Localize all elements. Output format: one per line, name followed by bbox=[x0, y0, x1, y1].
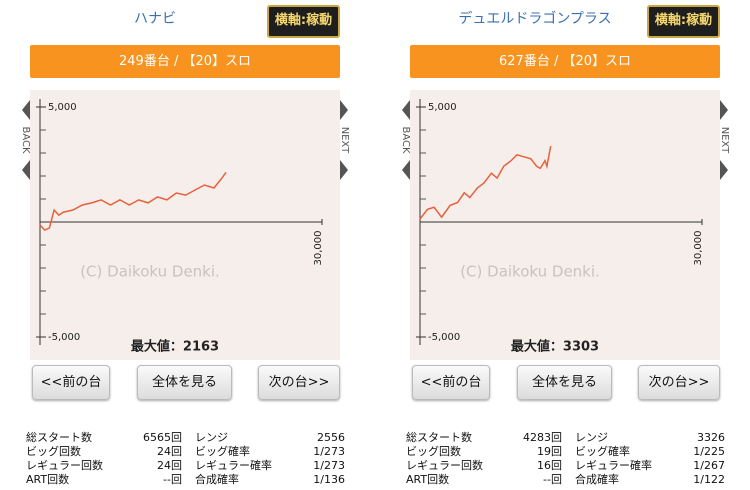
next-arrow bbox=[340, 100, 348, 120]
max-value: 最大値：3303 bbox=[511, 339, 599, 355]
chart: BACK NEXT (C) Daikoku Denki. 5,000 -5,000 30,… bbox=[20, 90, 350, 360]
nav-button[interactable]: 全体を見る bbox=[137, 365, 232, 400]
stat-label: レギュラー確率 bbox=[195, 459, 272, 472]
stat-label: ART回数 bbox=[26, 473, 70, 486]
stat-label: 合成確率 bbox=[575, 473, 619, 486]
next-arrow bbox=[720, 160, 728, 180]
stat-value: 1/136 bbox=[313, 473, 345, 486]
nav-button[interactable]: 全体を見る bbox=[517, 365, 612, 400]
stat-value: --回 bbox=[163, 473, 182, 486]
back-arrow bbox=[22, 160, 30, 180]
nav-button[interactable]: 次の台>> bbox=[638, 365, 720, 400]
next-label: NEXT bbox=[719, 127, 730, 154]
nav-button[interactable]: <<前の台 bbox=[32, 365, 110, 400]
back-arrow bbox=[22, 100, 30, 120]
stat-label: レンジ bbox=[575, 431, 608, 444]
stat-value: 19回 bbox=[537, 445, 562, 458]
back-label: BACK bbox=[400, 126, 411, 154]
x-tick-label: 30,000 bbox=[313, 231, 324, 266]
stat-label: ART回数 bbox=[406, 473, 450, 486]
stat-label: ビッグ回数 bbox=[406, 445, 461, 458]
stat-label: ビッグ回数 bbox=[26, 445, 81, 458]
data-line bbox=[419, 145, 552, 220]
stat-value: --回 bbox=[543, 473, 562, 486]
stat-label: ビッグ確率 bbox=[195, 445, 250, 458]
axis-mode-button[interactable]: 横軸:稼動 bbox=[647, 5, 720, 38]
stat-value: 24回 bbox=[157, 445, 182, 458]
y-tick-label: -5,000 bbox=[48, 332, 80, 343]
y-tick-label: 5,000 bbox=[48, 102, 77, 113]
x-tick-label: 30,000 bbox=[693, 231, 704, 266]
stat-value: 1/273 bbox=[313, 445, 345, 458]
y-tick-label: -5,000 bbox=[428, 332, 460, 343]
stat-label: レギュラー回数 bbox=[406, 459, 483, 472]
back-arrow bbox=[402, 160, 410, 180]
page-title: デュエルドラゴンプラス bbox=[458, 11, 612, 27]
page-title: ハナビ bbox=[134, 11, 176, 27]
stat-value: 16回 bbox=[537, 459, 562, 472]
stat-label: レギュラー確率 bbox=[575, 459, 652, 472]
stat-label: レギュラー回数 bbox=[26, 459, 103, 472]
chart: BACK NEXT (C) Daikoku Denki. 5,000 -5,000 30,… bbox=[400, 90, 730, 360]
chart-background bbox=[410, 90, 720, 360]
stat-value: 4283回 bbox=[523, 431, 562, 444]
machine-bar: 249番台 / 【20】スロ bbox=[30, 45, 340, 78]
next-arrow bbox=[720, 100, 728, 120]
next-label: NEXT bbox=[339, 127, 350, 154]
stat-value: 1/122 bbox=[693, 473, 725, 486]
stat-label: 合成確率 bbox=[195, 473, 239, 486]
stat-value: 6565回 bbox=[143, 431, 182, 444]
back-label: BACK bbox=[20, 126, 31, 154]
y-tick-label: 5,000 bbox=[428, 102, 457, 113]
stat-value: 24回 bbox=[157, 459, 182, 472]
stat-label: 総スタート数 bbox=[406, 431, 472, 444]
stat-label: ビッグ確率 bbox=[575, 445, 630, 458]
max-value: 最大値：2163 bbox=[131, 339, 219, 355]
machine-bar: 627番台 / 【20】スロ bbox=[410, 45, 720, 78]
data-line bbox=[39, 171, 227, 232]
nav-button[interactable]: 次の台>> bbox=[258, 365, 340, 400]
stat-label: レンジ bbox=[195, 431, 228, 444]
nav-button[interactable]: <<前の台 bbox=[412, 365, 490, 400]
stat-label: 総スタート数 bbox=[26, 431, 92, 444]
stat-value: 2556 bbox=[317, 431, 345, 444]
chart-background bbox=[30, 90, 340, 360]
stat-value: 1/267 bbox=[693, 459, 725, 472]
stat-value: 1/273 bbox=[313, 459, 345, 472]
next-arrow bbox=[340, 160, 348, 180]
axis-mode-button[interactable]: 横軸:稼動 bbox=[267, 5, 340, 38]
stat-value: 1/225 bbox=[693, 445, 725, 458]
back-arrow bbox=[402, 100, 410, 120]
stat-value: 3326 bbox=[697, 431, 725, 444]
watermark: (C) Daikoku Denki. bbox=[80, 263, 220, 281]
watermark: (C) Daikoku Denki. bbox=[460, 263, 600, 281]
